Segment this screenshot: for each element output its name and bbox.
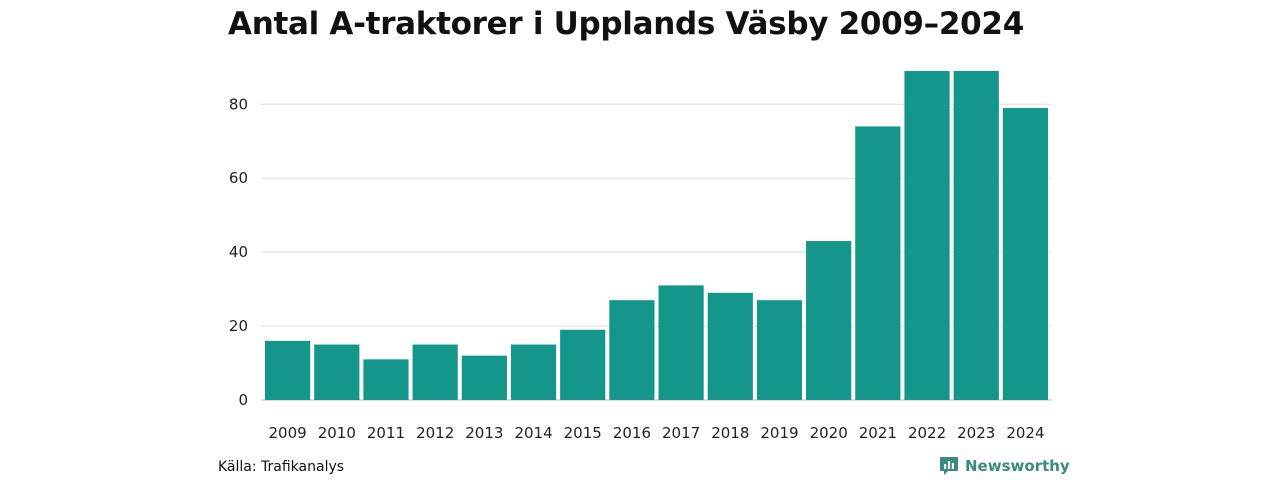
x-tick-label: 2023 [957, 424, 995, 442]
brand-name: Newsworthy [965, 457, 1070, 475]
y-tick-label: 40 [229, 243, 248, 261]
x-tick-label: 2013 [465, 424, 503, 442]
x-axis-ticks: 2009 2010 2011 2012 2013 2014 2015 2016 2017 2018… [269, 424, 1045, 442]
bar [806, 241, 852, 400]
bar [756, 300, 803, 400]
y-tick-label: 80 [229, 95, 248, 113]
x-tick-label: 2016 [613, 424, 651, 442]
x-tick-label: 2012 [416, 424, 454, 442]
newsworthy-logo-icon [940, 457, 958, 475]
bar [265, 340, 311, 400]
x-tick-label: 2009 [269, 424, 307, 442]
bar [461, 355, 507, 400]
x-tick-label: 2010 [318, 424, 356, 442]
bar [510, 344, 557, 400]
x-tick-label: 2014 [514, 424, 552, 442]
x-tick-label: 2015 [564, 424, 602, 442]
bar [953, 71, 999, 400]
bar [363, 359, 409, 400]
x-tick-label: 2017 [662, 424, 700, 442]
x-tick-label: 2024 [1006, 424, 1044, 442]
x-tick-label: 2011 [367, 424, 405, 442]
x-tick-label: 2019 [760, 424, 798, 442]
y-tick-label: 0 [238, 391, 248, 409]
chart-title: Antal A-traktorer i Upplands Väsby 2009–… [228, 6, 1024, 42]
x-tick-label: 2020 [810, 424, 848, 442]
bar [314, 344, 360, 400]
y-axis-ticks: 0 20 40 60 80 [229, 95, 248, 409]
bar [412, 344, 458, 400]
bar [855, 126, 901, 401]
x-tick-label: 2018 [711, 424, 749, 442]
bars [265, 71, 1048, 401]
bar [560, 329, 606, 400]
x-tick-label: 2022 [908, 424, 946, 442]
bar [1002, 107, 1048, 400]
y-tick-label: 20 [229, 317, 248, 335]
bar [707, 292, 753, 400]
brand-logo: Newsworthy [939, 455, 1070, 477]
bar [609, 300, 655, 400]
bar [658, 285, 704, 400]
x-tick-label: 2021 [859, 424, 897, 442]
y-tick-label: 60 [229, 169, 248, 187]
source-note: Källa: Trafikanalys [218, 459, 345, 475]
bar [904, 71, 950, 400]
